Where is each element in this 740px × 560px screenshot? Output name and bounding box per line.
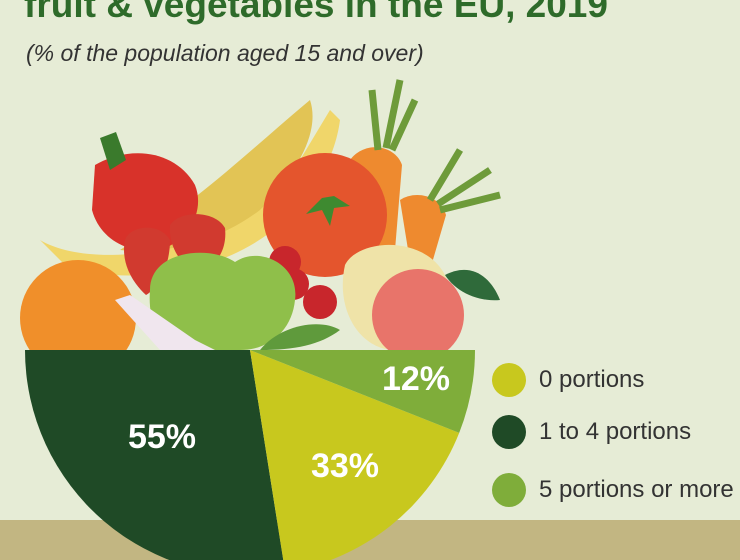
- fruit-illustration: [20, 79, 501, 376]
- pie-label-0-portions: 33%: [311, 447, 379, 485]
- chart-subtitle: (% of the population aged 15 and over): [26, 40, 424, 66]
- legend-label-1-to-4-portions: 1 to 4 portions: [539, 418, 692, 445]
- legend-label-0-portions: 0 portions: [539, 366, 645, 393]
- pie-slice-5-portions-or-more: [250, 350, 475, 433]
- legend-item-5-or-more-portions: 5 portions or more: [492, 473, 734, 507]
- banana-icon: [40, 110, 340, 276]
- peach-icon: [372, 269, 464, 361]
- legend-swatch-1-to-4-portions: [492, 415, 526, 449]
- pie-slice-1-to-4-portions: [25, 350, 284, 560]
- legend-item-0-portions: 0 portions: [492, 363, 644, 397]
- orange-icon: [20, 260, 136, 376]
- chart-title: fruit & vegetables in the EU, 2019: [24, 0, 608, 25]
- pie-slice-0-portions: [250, 350, 460, 560]
- pie-label-5-portions-or-more: 12%: [382, 360, 450, 398]
- apple-icon: [149, 252, 296, 350]
- pie-label-1-to-4-portions: 55%: [128, 418, 196, 456]
- legend-label-5-or-more-portions: 5 portions or more: [539, 476, 734, 503]
- legend-item-1-to-4-portions: 1 to 4 portions: [492, 415, 691, 449]
- pie-labels: 33% 55% 12%: [128, 360, 450, 485]
- legend-swatch-5-or-more-portions: [492, 473, 526, 507]
- pie-slices: [25, 350, 475, 560]
- legend-swatch-0-portions: [492, 363, 526, 397]
